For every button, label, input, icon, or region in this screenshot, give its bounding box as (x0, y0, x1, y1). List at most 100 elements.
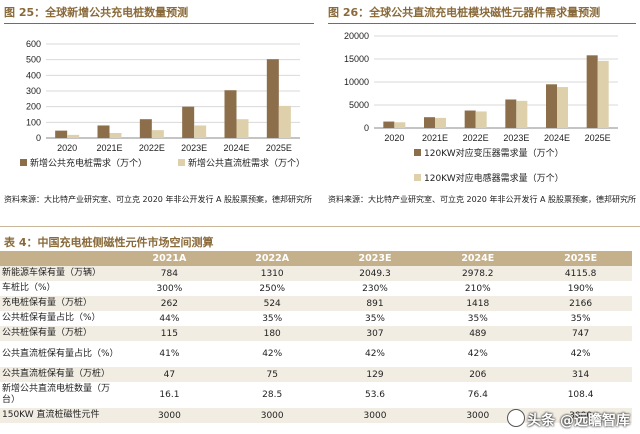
fig26-source: 资料来源：大比特产业研究室、可立克 2020 年非公开发行 A 股股票预案，德邦… (328, 195, 637, 204)
header-cell: 2023E (323, 251, 427, 266)
table-cell: 42% (364, 349, 385, 359)
section-divider (0, 226, 640, 227)
table-cell: 3000 (426, 408, 530, 423)
bar-2 (475, 111, 487, 128)
bar-2 (516, 100, 528, 128)
y-tick-label: 15000 (344, 54, 369, 64)
table-cell: 230% (362, 283, 388, 294)
table-cell: 314 (529, 367, 632, 382)
bar-1 (224, 90, 237, 138)
fig25-chart: 0 100 200 300 400 500 600 2020 2021E 2022E 2023E 20… (20, 39, 305, 169)
table-cell: 53.6 (364, 390, 386, 400)
row-label: 150KW 直流桩磁性元件 (0, 408, 118, 423)
legend-label: 新增公共直流桩需求（万个） (188, 157, 305, 169)
row-label: 新增公共直流电桩数量（万台） (2, 384, 111, 405)
table-cell: 524 (220, 296, 324, 311)
table-cell: 42% (570, 349, 591, 359)
bar-1 (266, 59, 279, 138)
fig25-rule (4, 23, 314, 24)
table-cell: 129 (323, 367, 427, 382)
table-cell: 44% (159, 313, 180, 324)
row-label: 车桩比（%） (2, 283, 56, 293)
row-label: 公共桩保有量（万桩） (0, 326, 118, 341)
table-cell: 41% (159, 349, 180, 359)
x-tick-label: 2020 (57, 143, 77, 153)
x-tick-label: 2025E (585, 133, 611, 143)
table-row: 公共桩保有量占比（%） 44% 35% 35% 35% 35% (0, 311, 632, 326)
bar-1 (424, 117, 435, 128)
bar-1 (182, 106, 195, 138)
table-cell: 16.1 (159, 390, 180, 400)
table-row: 150KW 直流桩磁性元件 3000 3000 3000 3000 3000 (0, 408, 632, 423)
bar-2 (194, 125, 207, 138)
x-tick-label: 2021E (422, 133, 448, 143)
bar-1 (383, 121, 395, 128)
table-cell: 300% (156, 283, 183, 294)
table-cell: 1418 (426, 296, 530, 311)
x-tick-label: 2023E (181, 143, 207, 153)
bar-1 (464, 110, 476, 128)
y-tick-label: 20000 (344, 31, 369, 41)
table-cell: 3000 (529, 408, 632, 423)
bar-2 (597, 60, 609, 129)
x-tick-label: 2023E (503, 133, 529, 143)
y-tick-label: 600 (26, 39, 41, 49)
table-cell: 108.4 (567, 390, 594, 400)
legend-swatch (414, 174, 421, 181)
bar-2 (435, 117, 446, 128)
watermark-text: 头条 @远瞻智库 (527, 413, 630, 429)
y-tick-label: 500 (26, 55, 41, 65)
y-tick-label: 5000 (349, 100, 369, 110)
table-cell: 35% (262, 313, 283, 324)
table-cell: 35% (570, 313, 591, 324)
fig25-title: 图 25：全球新增公共充电桩数量预测 (4, 6, 189, 19)
bar-1 (586, 55, 598, 128)
table-cell: 42% (262, 349, 283, 359)
table-cell: 3000 (118, 408, 221, 423)
x-tick-label: 2021E (96, 143, 122, 153)
x-tick-label: 2025E (266, 143, 292, 153)
table-cell: 206 (426, 367, 530, 382)
x-tick-label: 2024E (544, 133, 570, 143)
row-label: 新能源车保有量（万辆） (0, 266, 118, 281)
legend-swatch (414, 149, 421, 156)
table-row: 车桩比（%） 300% 250% 230% 210% 190% (0, 281, 632, 296)
bar-1 (505, 99, 517, 128)
fig26-rule (328, 23, 636, 24)
legend-label: 新增公共充电桩需求（万个） (30, 157, 147, 169)
table-cell: 747 (529, 326, 632, 341)
bar-2 (557, 87, 568, 128)
header-cell: 2024E (426, 251, 530, 266)
table4-title: 表 4：中国充电桩侧磁性元件市场空间测算 (4, 236, 214, 249)
x-tick-label: 2022E (463, 133, 489, 143)
header-cell: 2022A (220, 251, 324, 266)
bar-1 (139, 119, 152, 138)
bar-2 (394, 122, 406, 128)
table-cell: 115 (118, 326, 221, 341)
row-label: 公共直流桩保有量（万桩） (0, 367, 118, 382)
y-tick-label: 10000 (344, 77, 369, 87)
row-label: 公共直流桩保有量占比（%） (2, 348, 119, 359)
bar-1 (55, 130, 68, 138)
bar-1 (546, 84, 557, 128)
table-cell: 28.5 (262, 390, 283, 400)
y-tick-label: 0 (364, 123, 369, 133)
row-label: 充电桩保有量（万桩） (0, 296, 118, 311)
fig25-source: 资料来源：大比特产业研究室、可立克 2020 年非公开发行 A 股股票预案，德邦… (4, 195, 313, 204)
header-cell: 2021A (118, 251, 221, 266)
y-tick-label: 100 (26, 117, 41, 127)
table-cell: 262 (118, 296, 221, 311)
table-cell: 4115.8 (529, 266, 632, 281)
table-row: 公共直流桩保有量（万桩） 47 75 129 206 314 (0, 367, 632, 382)
header-cell: 2025E (529, 251, 632, 266)
table-row: 公共桩保有量（万桩） 115 180 307 489 747 (0, 326, 632, 341)
table-cell: 1310 (220, 266, 324, 281)
table-cell: 489 (426, 326, 530, 341)
table-cell: 210% (464, 283, 491, 294)
x-tick-label: 2020 (384, 133, 404, 143)
bar-2 (278, 105, 291, 138)
legend-swatch (20, 159, 27, 166)
table-cell: 250% (259, 283, 286, 294)
legend-swatch (178, 159, 185, 166)
row-label: 公共桩保有量占比（%） (2, 313, 101, 323)
